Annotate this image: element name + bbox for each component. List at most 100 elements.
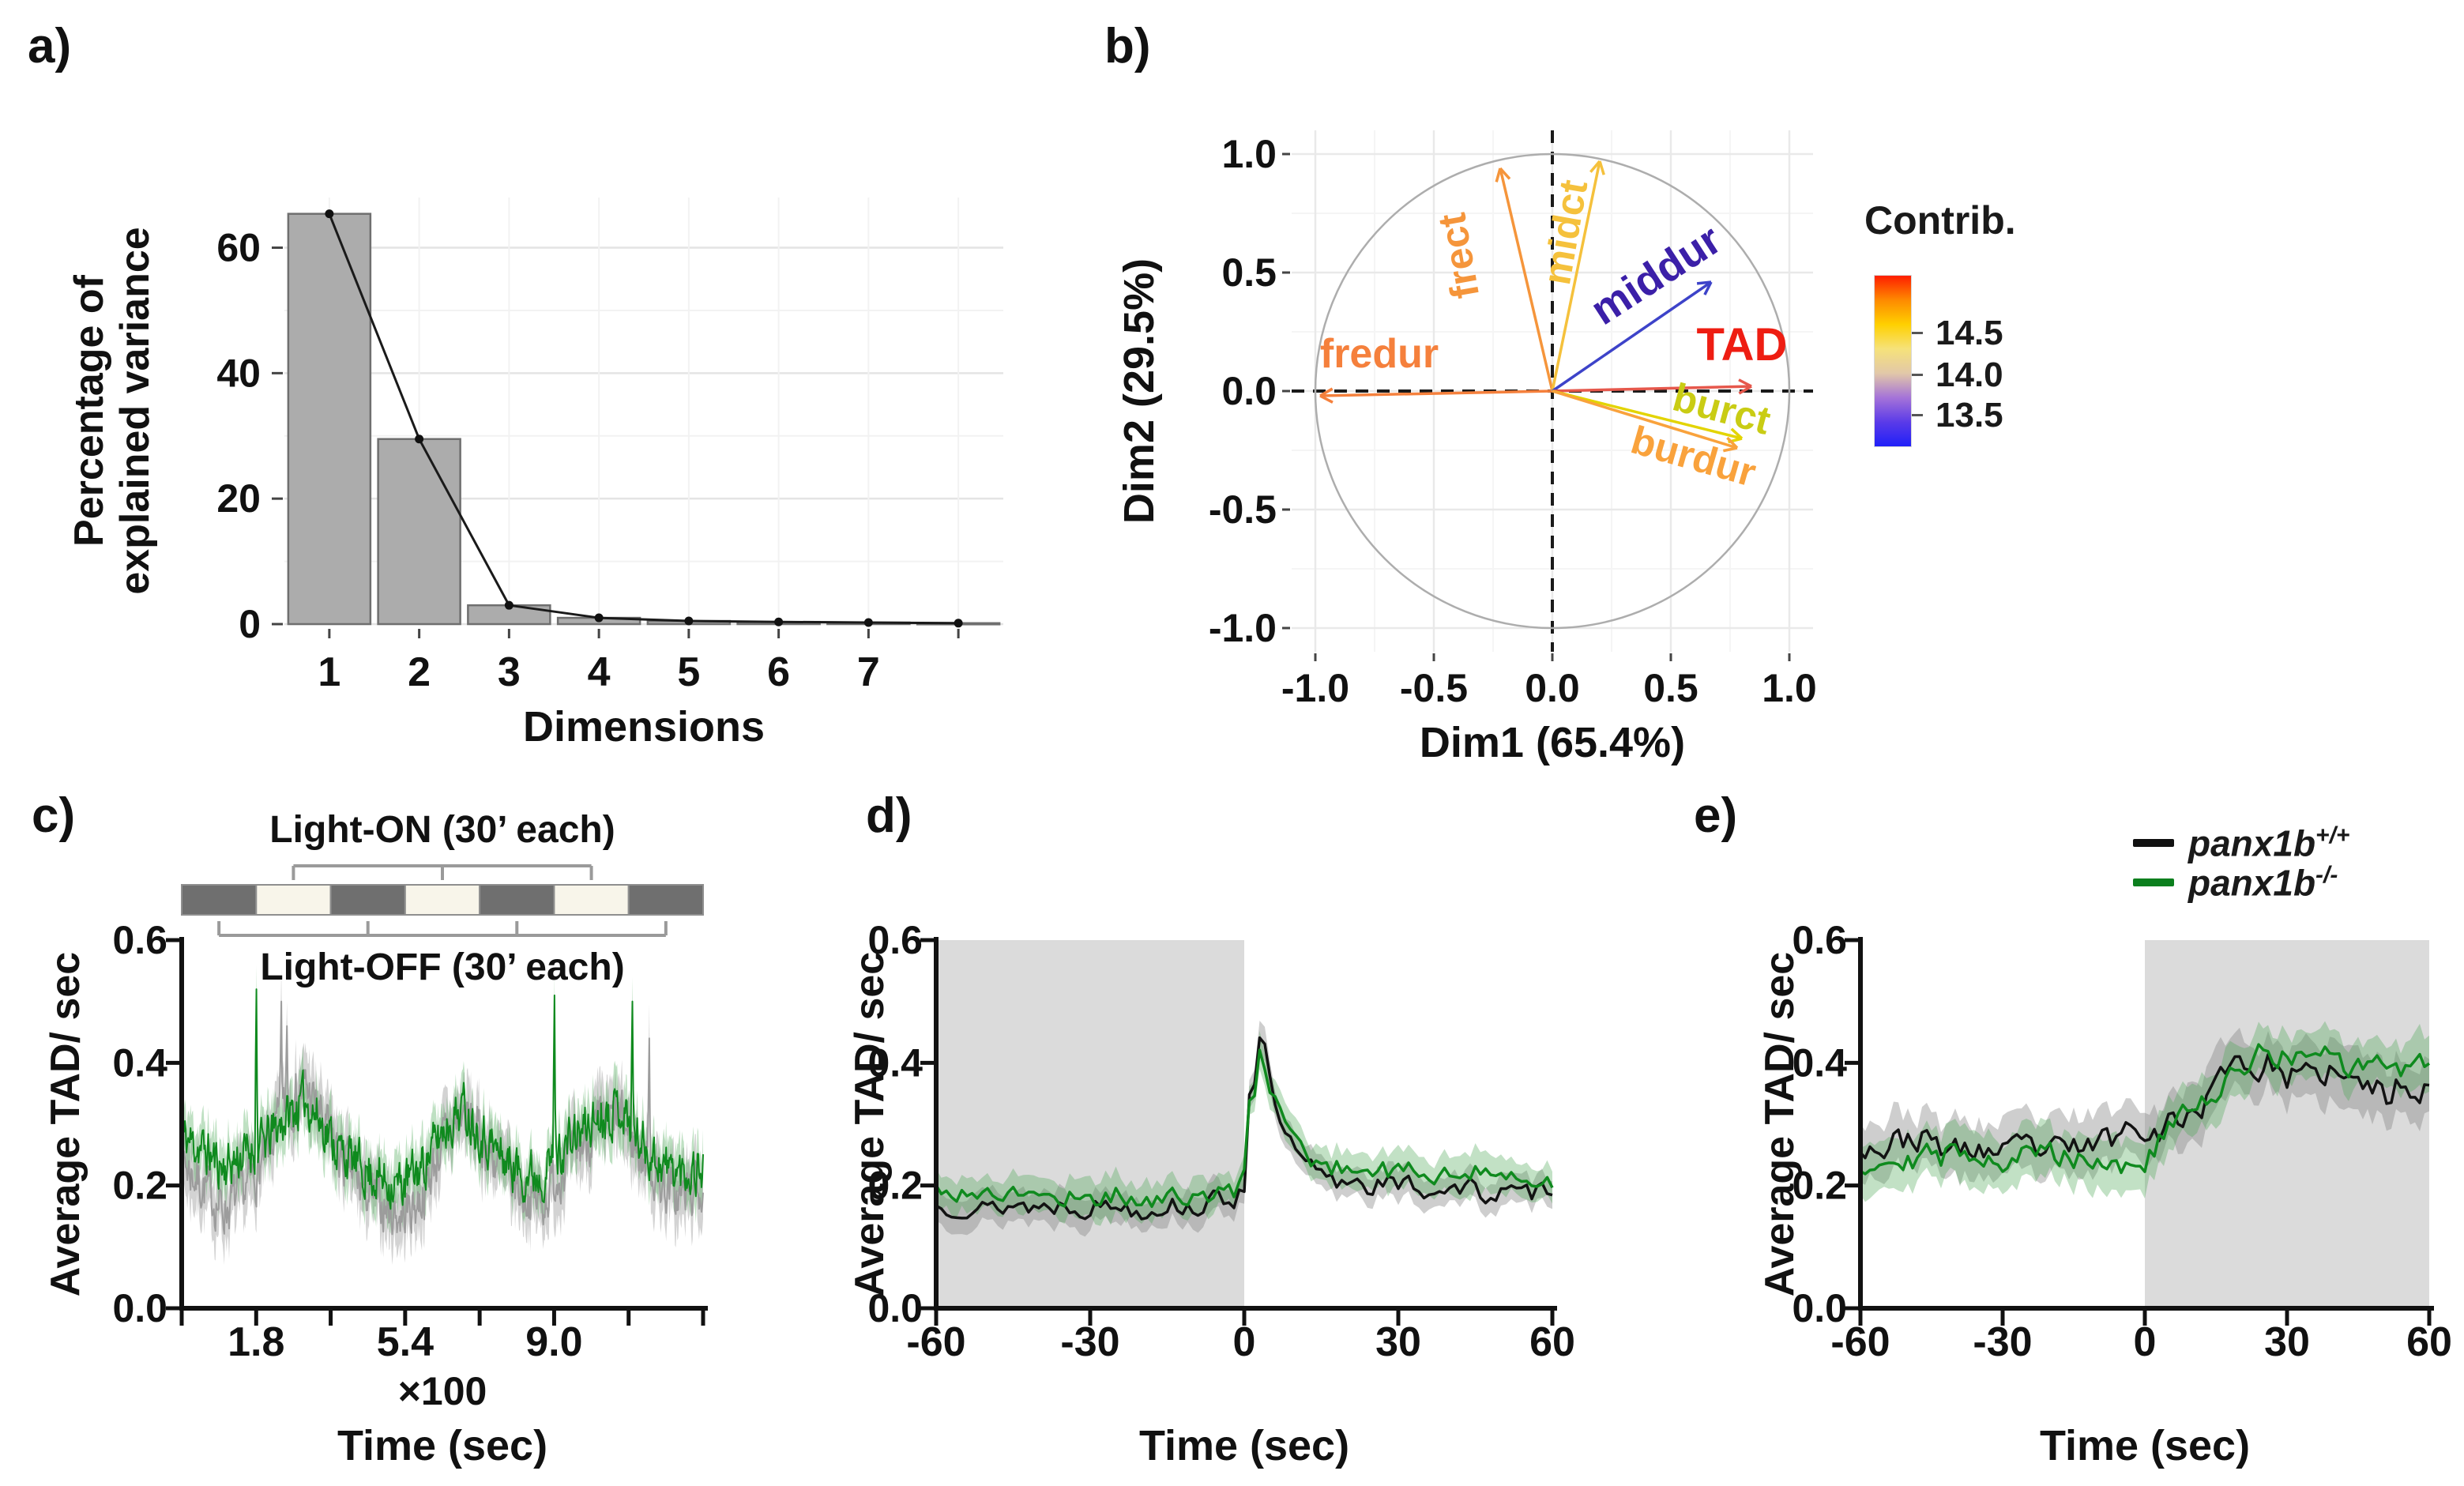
y-tick-label: 0.6 bbox=[867, 918, 923, 962]
x-tick-label: 3 bbox=[498, 649, 521, 695]
light-strip-segment-on bbox=[255, 884, 332, 916]
unit-circle bbox=[1314, 152, 1791, 630]
x-axis-multiplier: ×100 bbox=[398, 1369, 487, 1413]
light-strip-segment-on bbox=[404, 884, 481, 916]
scree-plot-chart: 0 20 40 60 1 2 3 4 5 6 7 Dimensions Percentage of exp… bbox=[66, 198, 1003, 751]
line-panx1b+/+ bbox=[181, 1000, 704, 1236]
genotype-legend: panx1b+/+ panx1b-/- bbox=[2133, 823, 2464, 918]
y-tick-label: 0.4 bbox=[1792, 1040, 1847, 1085]
variable-label-frect: frect bbox=[1429, 209, 1488, 302]
x-axis-title: Time (sec) bbox=[2040, 1422, 2250, 1469]
x-tick-label: -1.0 bbox=[1281, 666, 1349, 710]
line-panx1b-/- bbox=[181, 988, 704, 1210]
x-tick-label: 0 bbox=[1233, 1319, 1256, 1365]
y-tick-label: 0.0 bbox=[1792, 1286, 1847, 1330]
arrow-head bbox=[1738, 378, 1752, 388]
y-tick-label: 0.2 bbox=[112, 1164, 167, 1208]
arrow-head bbox=[1730, 427, 1744, 440]
legend-label: panx1b-/- bbox=[2188, 862, 2338, 904]
ribbon-panx1b-/- bbox=[182, 965, 703, 1234]
x-tick-label: 1.8 bbox=[228, 1319, 284, 1365]
shaded-period bbox=[936, 940, 1244, 1308]
y-tick-label: 0.0 bbox=[1221, 369, 1277, 413]
light-strip-segment-off bbox=[627, 884, 705, 916]
line-panx1b-/- bbox=[1860, 1043, 2430, 1176]
x-tick-label: 4 bbox=[588, 649, 611, 695]
panel-b-letter: b) bbox=[1104, 19, 1151, 73]
y-tick-label: -1.0 bbox=[1209, 606, 1277, 650]
arrow-head bbox=[1598, 160, 1605, 175]
light-strip-segment-off bbox=[479, 884, 555, 916]
contribution-legend-title: Contrib. bbox=[1864, 198, 2016, 243]
arrow-head bbox=[1723, 446, 1738, 453]
x-tick-label: 0 bbox=[2134, 1319, 2157, 1365]
y-tick-label: 0.6 bbox=[1792, 918, 1847, 962]
x-tick-label: 5 bbox=[677, 649, 700, 695]
legend-entry: panx1b-/- bbox=[2133, 863, 2338, 902]
legend-swatch bbox=[2133, 878, 2174, 886]
arrow-burdur bbox=[1552, 389, 1739, 453]
y-axis-title: Average TAD/ sec bbox=[853, 952, 893, 1296]
arrow-head bbox=[1319, 394, 1334, 404]
light-on-bracket bbox=[292, 864, 593, 880]
y-axis-title: Average TAD/ sec bbox=[43, 952, 88, 1296]
ribbon-panx1b+/+ bbox=[182, 967, 703, 1266]
arrow-head bbox=[1499, 167, 1511, 180]
panel-c-letter: c) bbox=[32, 788, 76, 843]
arrow-shaft bbox=[1552, 389, 1743, 440]
light-off-bracket bbox=[217, 921, 668, 937]
arrow-shaft bbox=[1499, 167, 1554, 392]
timeseries-plot: 0.0 0.2 0.4 0.6 1.8 5.4 9.0 ×100 Time (sec) Avera… bbox=[43, 809, 708, 1469]
line-panx1b-/- bbox=[935, 1048, 1554, 1209]
y-tick-label: 0.4 bbox=[112, 1040, 167, 1085]
ribbon-panx1b-/- bbox=[1860, 1021, 2429, 1202]
arrow-shaft bbox=[1552, 280, 1712, 393]
contrib-tick-mark bbox=[1912, 414, 1923, 416]
scree-point bbox=[863, 618, 873, 627]
x-tick-label: -0.5 bbox=[1400, 666, 1468, 710]
contribution-color-legend: Contrib. 14.5 14.0 13.5 bbox=[1856, 198, 2125, 529]
panel-d-letter: d) bbox=[866, 788, 912, 843]
arrow-head bbox=[1738, 385, 1752, 395]
arrow-head bbox=[1696, 280, 1712, 285]
y-tick-label: 1.0 bbox=[1221, 132, 1277, 176]
x-tick-label: 0.5 bbox=[1643, 666, 1698, 710]
arrow-head bbox=[1703, 281, 1713, 295]
arrow-head bbox=[1726, 436, 1739, 450]
scree-point bbox=[594, 613, 604, 623]
x-tick-label: 1 bbox=[318, 649, 340, 695]
x-tick-label: 7 bbox=[857, 649, 880, 695]
variable-label-midct: midct bbox=[1534, 176, 1596, 288]
light-cycle-timeseries-chart: 0.0 0.2 0.4 0.6 1.8 5.4 9.0 ×100 Time (sec) Avera… bbox=[43, 809, 708, 1469]
arrow-shaft bbox=[1319, 389, 1553, 397]
light-on-label: Light-ON (30’ each) bbox=[269, 809, 615, 851]
x-tick-label: 6 bbox=[767, 649, 790, 695]
x-tick-label: -30 bbox=[1973, 1319, 2032, 1365]
light-off-label: Light-OFF (30’ each) bbox=[260, 946, 624, 988]
y-axis-title-line1: Percentage of bbox=[66, 274, 112, 547]
light-strip-segment-off bbox=[181, 884, 258, 916]
y-tick-label: -0.5 bbox=[1209, 487, 1277, 532]
scree-point bbox=[774, 617, 784, 626]
x-axis-title: Time (sec) bbox=[337, 1422, 547, 1469]
bar bbox=[287, 213, 372, 626]
contrib-tick-mark bbox=[1912, 374, 1923, 376]
arrow-head bbox=[1589, 160, 1601, 173]
line-panx1b+/+ bbox=[935, 1036, 1553, 1221]
scree-point bbox=[504, 600, 513, 610]
contribution-gradient-bar bbox=[1874, 275, 1912, 447]
scree-point bbox=[684, 616, 694, 626]
y-tick-label: 60 bbox=[216, 226, 261, 270]
x-axis-title: Dimensions bbox=[523, 703, 765, 751]
light-offset-timeseries-chart: 0.0 0.2 0.4 0.6 -60 -30 0 30 60 Time (sec) Average… bbox=[1757, 918, 2452, 1469]
arrow-shaft bbox=[1552, 385, 1752, 393]
arrow-frect bbox=[1495, 167, 1554, 392]
bar bbox=[377, 438, 461, 626]
arrow-TAD bbox=[1552, 378, 1752, 395]
x-tick-label: 0.0 bbox=[1525, 666, 1580, 710]
contrib-tick-label: 13.5 bbox=[1935, 396, 2003, 435]
y-tick-label: 0.0 bbox=[867, 1286, 923, 1330]
timeseries-plot: 0.0 0.2 0.4 0.6 -60 -30 0 30 60 Time (sec) Average… bbox=[1757, 918, 2452, 1469]
